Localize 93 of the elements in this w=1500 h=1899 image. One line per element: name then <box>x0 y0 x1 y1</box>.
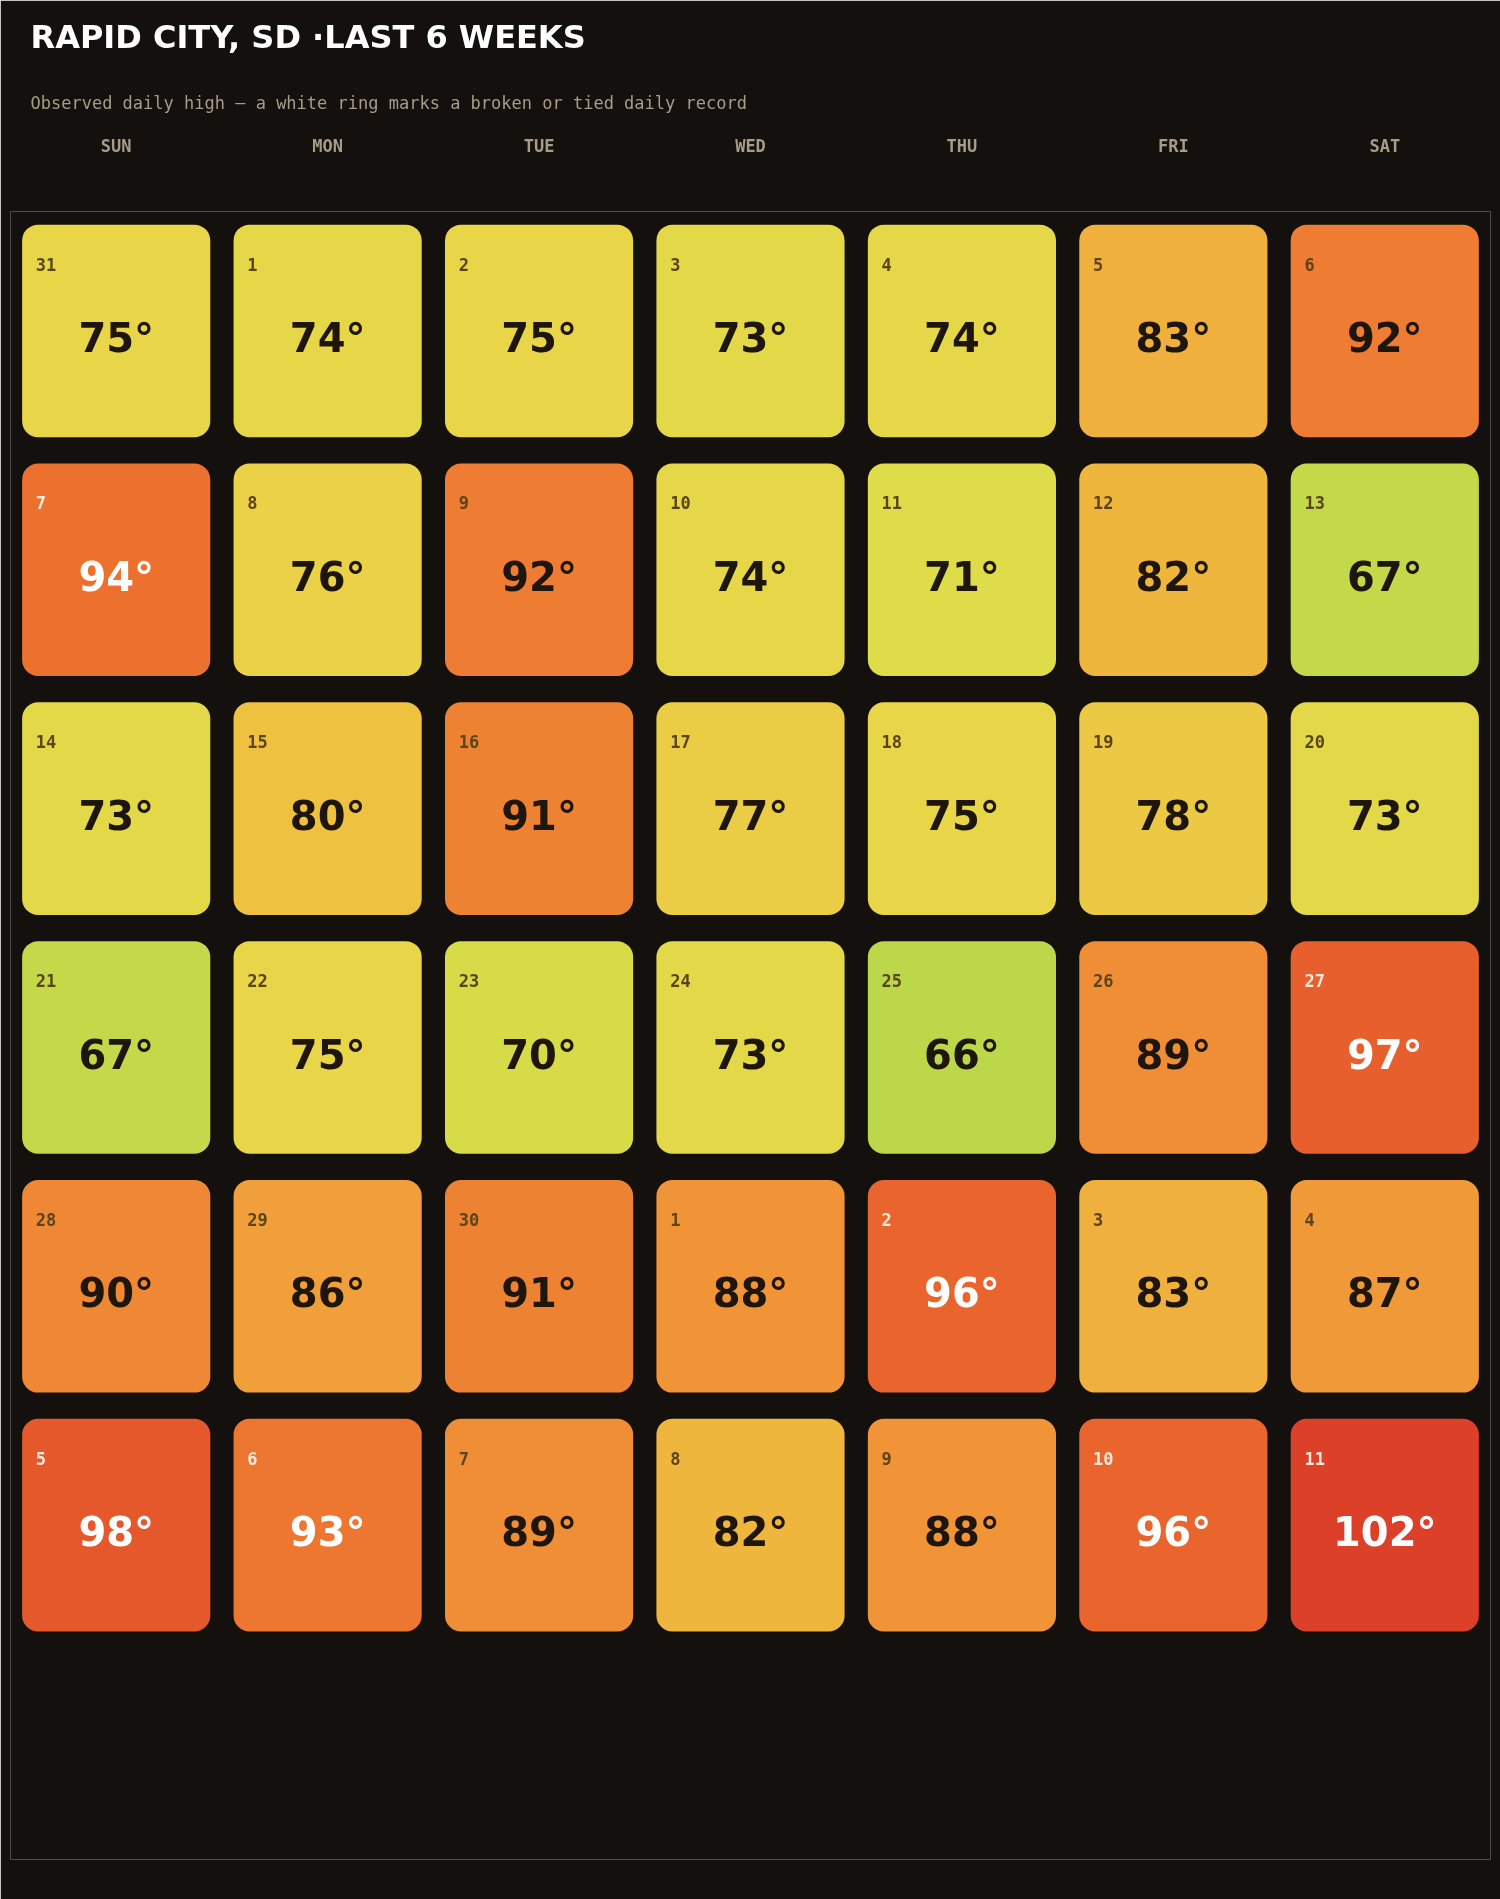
data-label: 93° <box>289 1509 366 1556</box>
data-label: 75° <box>78 315 155 362</box>
data-label: 102° <box>1333 1509 1437 1556</box>
chart-title: RAPID CITY, SD ·LAST 6 WEEKS <box>30 17 586 56</box>
annotation: 21 <box>35 971 57 992</box>
annotation: 18 <box>881 732 903 753</box>
annotation: 22 <box>247 971 268 992</box>
annotation: 7 <box>35 493 47 514</box>
data-label: 70° <box>501 1031 577 1078</box>
data-label: 73° <box>1346 792 1423 839</box>
data-label: 71° <box>924 553 1000 600</box>
data-label: 78° <box>1135 792 1212 839</box>
annotation: 23 <box>458 971 480 992</box>
annotation: 12 <box>1093 493 1114 514</box>
data-label: 91° <box>501 792 577 839</box>
data-label: 89° <box>501 1509 577 1556</box>
data-label: 92° <box>501 553 577 600</box>
data-label: 80° <box>289 792 366 839</box>
annotation: 13 <box>1304 493 1325 514</box>
data-label: 94° <box>78 553 155 600</box>
x-tick-label: THU <box>946 135 978 156</box>
data-label: 96° <box>1135 1509 1212 1556</box>
data-label: 77° <box>712 792 789 839</box>
annotation: 2 <box>458 254 469 275</box>
x-tick-label: FRI <box>1158 135 1189 156</box>
data-label: 83° <box>1135 315 1212 362</box>
data-label: 74° <box>712 553 789 600</box>
annotation: 24 <box>670 971 691 992</box>
annotation: 7 <box>458 1448 469 1469</box>
annotation: 31 <box>35 254 57 275</box>
data-label: 73° <box>78 792 155 839</box>
annotation: 8 <box>247 493 258 514</box>
data-label: 66° <box>924 1031 1000 1078</box>
x-tick-label: WED <box>735 135 766 156</box>
x-tick-label: TUE <box>523 135 555 156</box>
data-label: 89° <box>1135 1031 1212 1078</box>
annotation: 10 <box>1093 1448 1114 1469</box>
data-label: 67° <box>78 1031 155 1078</box>
data-label: 96° <box>924 1270 1000 1317</box>
x-tick-label: SAT <box>1369 135 1401 156</box>
annotation: 2 <box>881 1209 892 1230</box>
annotation: 8 <box>670 1448 681 1469</box>
data-label: 98° <box>78 1509 155 1556</box>
chart-subtitle: Observed daily high — a white ring marks a broken or tied daily record <box>30 92 747 113</box>
annotation: 15 <box>247 732 268 753</box>
annotation: 9 <box>881 1448 892 1469</box>
data-label: 87° <box>1346 1270 1423 1317</box>
x-tick-label: SUN <box>100 135 132 156</box>
data-label: 82° <box>1135 553 1212 600</box>
annotation: 3 <box>670 254 681 275</box>
data-label: 83° <box>1135 1270 1212 1317</box>
annotation: 11 <box>1304 1448 1325 1469</box>
data-label: 86° <box>289 1270 366 1317</box>
annotation: 27 <box>1304 971 1325 992</box>
annotation: 28 <box>35 1209 57 1230</box>
annotation: 17 <box>670 732 691 753</box>
annotation: 20 <box>1304 732 1325 753</box>
annotation: 1 <box>247 254 258 275</box>
x-tick-label: MON <box>312 135 344 156</box>
annotation: 5 <box>35 1448 47 1469</box>
data-label: 74° <box>924 315 1000 362</box>
annotation: 10 <box>670 493 691 514</box>
data-label: 74° <box>289 315 366 362</box>
data-label: 82° <box>712 1509 789 1556</box>
annotation: 4 <box>881 254 892 275</box>
annotation: 14 <box>35 732 57 753</box>
annotation: 30 <box>458 1209 480 1230</box>
annotation: 19 <box>1093 732 1114 753</box>
data-label: 88° <box>712 1270 789 1317</box>
annotation: 5 <box>1093 254 1104 275</box>
data-label: 90° <box>78 1270 155 1317</box>
annotation: 26 <box>1093 971 1114 992</box>
annotation: 3 <box>1093 1209 1104 1230</box>
annotation: 9 <box>458 493 469 514</box>
data-label: 75° <box>924 792 1000 839</box>
annotation: 6 <box>247 1448 258 1469</box>
data-label: 73° <box>712 1031 789 1078</box>
annotation: 29 <box>247 1209 268 1230</box>
annotation: 25 <box>881 971 903 992</box>
annotation: 4 <box>1304 1209 1315 1230</box>
annotation: 6 <box>1304 254 1315 275</box>
annotation: 16 <box>458 732 480 753</box>
data-label: 67° <box>1346 553 1423 600</box>
data-label: 73° <box>712 315 789 362</box>
data-label: 91° <box>501 1270 577 1317</box>
data-label: 75° <box>289 1031 366 1078</box>
data-label: 97° <box>1346 1031 1423 1078</box>
data-label: 76° <box>289 553 366 600</box>
annotation: 1 <box>670 1209 681 1230</box>
data-label: 92° <box>1346 315 1423 362</box>
data-label: 75° <box>501 315 577 362</box>
data-label: 88° <box>924 1509 1000 1556</box>
annotation: 11 <box>881 493 903 514</box>
